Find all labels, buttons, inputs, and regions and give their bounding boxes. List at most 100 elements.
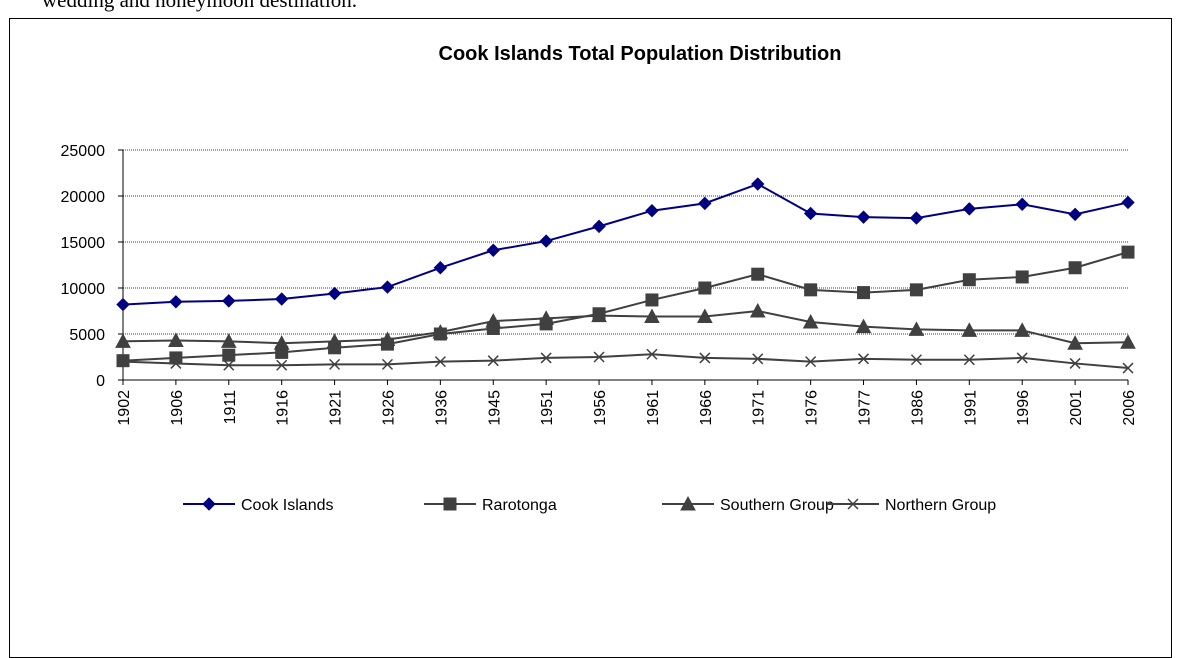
- legend-item-northern-group: Northern Group: [827, 497, 996, 514]
- legend-marker-northern-group: [847, 498, 859, 510]
- legend-marker-southern-group: [680, 495, 696, 511]
- data-point-cook-islands: [486, 243, 500, 257]
- axes: 0 5000 10000 15000 20000 25000 1902 1906 1911 191…: [61, 143, 1139, 426]
- x-marker-stroke: [1069, 357, 1081, 369]
- data-point-rarotonga: [328, 341, 342, 355]
- x-marker-stroke: [593, 351, 605, 363]
- data-point-northern-group: [540, 352, 552, 364]
- population-line-chart: Cook Islands Total Population Distributi…: [61, 43, 1139, 514]
- series-line-rarotonga: [122, 251, 1129, 362]
- chart-title: Cook Islands Total Population Distributi…: [439, 43, 842, 65]
- series-rarotonga: [116, 245, 1135, 368]
- x-marker-stroke: [276, 359, 288, 371]
- legend-label-northern-group: Northern Group: [885, 497, 996, 514]
- x-marker-stroke: [805, 356, 817, 368]
- data-point-southern-group: [697, 308, 713, 324]
- data-point-cook-islands: [1015, 197, 1029, 211]
- series-cook-islands: [116, 177, 1135, 312]
- data-point-rarotonga: [275, 345, 289, 359]
- x-marker-stroke: [857, 353, 870, 365]
- data-point-northern-group: [276, 359, 288, 371]
- x-tick-label: 2001: [1068, 390, 1085, 426]
- data-point-southern-group: [220, 333, 237, 348]
- x-marker-stroke: [434, 356, 446, 368]
- legend-item-southern-group: Southern Group: [662, 495, 834, 514]
- y-tick-label: 15000: [61, 235, 106, 252]
- data-point-northern-group: [1069, 357, 1081, 369]
- x-tick-label: 1977: [857, 390, 874, 426]
- chart-frame: [9, 18, 1172, 658]
- data-point-rarotonga: [645, 293, 659, 307]
- data-point-northern-group: [646, 348, 658, 360]
- data-point-southern-group: [908, 321, 925, 336]
- data-point-northern-group: [910, 354, 922, 366]
- data-point-cook-islands: [909, 211, 924, 225]
- legend-marker-rarotonga: [443, 497, 457, 511]
- x-tick-label: 1916: [275, 390, 292, 426]
- x-marker-stroke: [646, 348, 658, 360]
- data-point-southern-group: [961, 322, 978, 337]
- data-point-cook-islands: [327, 286, 342, 301]
- series-layer: [115, 177, 1136, 374]
- x-tick-label: 1956: [592, 390, 609, 426]
- data-point-northern-group: [223, 359, 235, 371]
- data-point-cook-islands: [1121, 195, 1135, 210]
- y-tick-label: 25000: [61, 143, 106, 160]
- data-point-cook-islands: [751, 177, 765, 191]
- x-tick-label: 2006: [1121, 390, 1138, 426]
- data-point-cook-islands: [380, 280, 395, 294]
- y-tick-label: 20000: [61, 189, 106, 206]
- data-point-rarotonga: [486, 321, 500, 335]
- x-tick-label: 1961: [645, 390, 662, 426]
- x-tick-label: 1996: [1015, 390, 1032, 426]
- document-text-fragment: wedding and honeymoon destination.: [42, 0, 357, 12]
- series-line-southern-group: [122, 309, 1129, 345]
- x-tick-label: 1971: [751, 390, 768, 426]
- legend-item-cook-islands: Cook Islands: [183, 497, 334, 514]
- data-point-cook-islands: [169, 295, 183, 309]
- data-point-rarotonga: [857, 286, 871, 300]
- data-point-northern-group: [963, 354, 975, 366]
- y-tick-label: 0: [96, 373, 105, 390]
- x-marker-stroke: [329, 358, 341, 370]
- x-tick-label: 1951: [539, 390, 556, 426]
- data-point-rarotonga: [962, 273, 976, 287]
- data-point-rarotonga: [380, 337, 394, 351]
- data-point-northern-group: [699, 352, 711, 364]
- data-point-rarotonga: [116, 354, 130, 368]
- x-marker-stroke: [1122, 362, 1134, 374]
- x-tick-label: 1911: [222, 390, 239, 425]
- data-point-rarotonga: [909, 283, 923, 297]
- gridlines: [123, 149, 1128, 335]
- data-point-southern-group: [749, 302, 766, 318]
- data-point-northern-group: [381, 358, 394, 370]
- x-marker-stroke: [540, 352, 552, 364]
- x-tick-label: 1945: [486, 390, 503, 426]
- x-marker-stroke: [963, 354, 975, 366]
- y-tick-label: 10000: [61, 281, 106, 298]
- data-point-rarotonga: [1121, 245, 1135, 259]
- data-point-cook-islands: [962, 202, 977, 216]
- legend-label-cook-islands: Cook Islands: [241, 497, 334, 514]
- data-point-southern-group: [802, 313, 819, 329]
- x-marker-stroke: [699, 352, 711, 364]
- x-tick-label: 1976: [804, 390, 821, 426]
- x-marker-stroke: [487, 355, 499, 367]
- data-point-rarotonga: [433, 327, 447, 341]
- x-tick-label: 1936: [433, 390, 450, 426]
- series-line-northern-group: [122, 353, 1129, 370]
- x-tick-label: 1902: [116, 390, 133, 426]
- data-point-northern-group: [857, 353, 870, 365]
- x-marker-stroke: [1016, 352, 1028, 364]
- legend-label-rarotonga: Rarotonga: [482, 497, 557, 514]
- data-point-northern-group: [1016, 352, 1028, 364]
- data-point-northern-group: [329, 358, 341, 370]
- x-marker-stroke: [910, 354, 922, 366]
- data-point-southern-group: [115, 333, 131, 348]
- data-point-southern-group: [1120, 334, 1136, 349]
- x-marker-stroke: [223, 359, 235, 371]
- data-point-cook-islands: [592, 219, 606, 234]
- data-point-northern-group: [487, 355, 499, 367]
- data-point-northern-group: [593, 351, 605, 363]
- data-point-cook-islands: [645, 204, 659, 218]
